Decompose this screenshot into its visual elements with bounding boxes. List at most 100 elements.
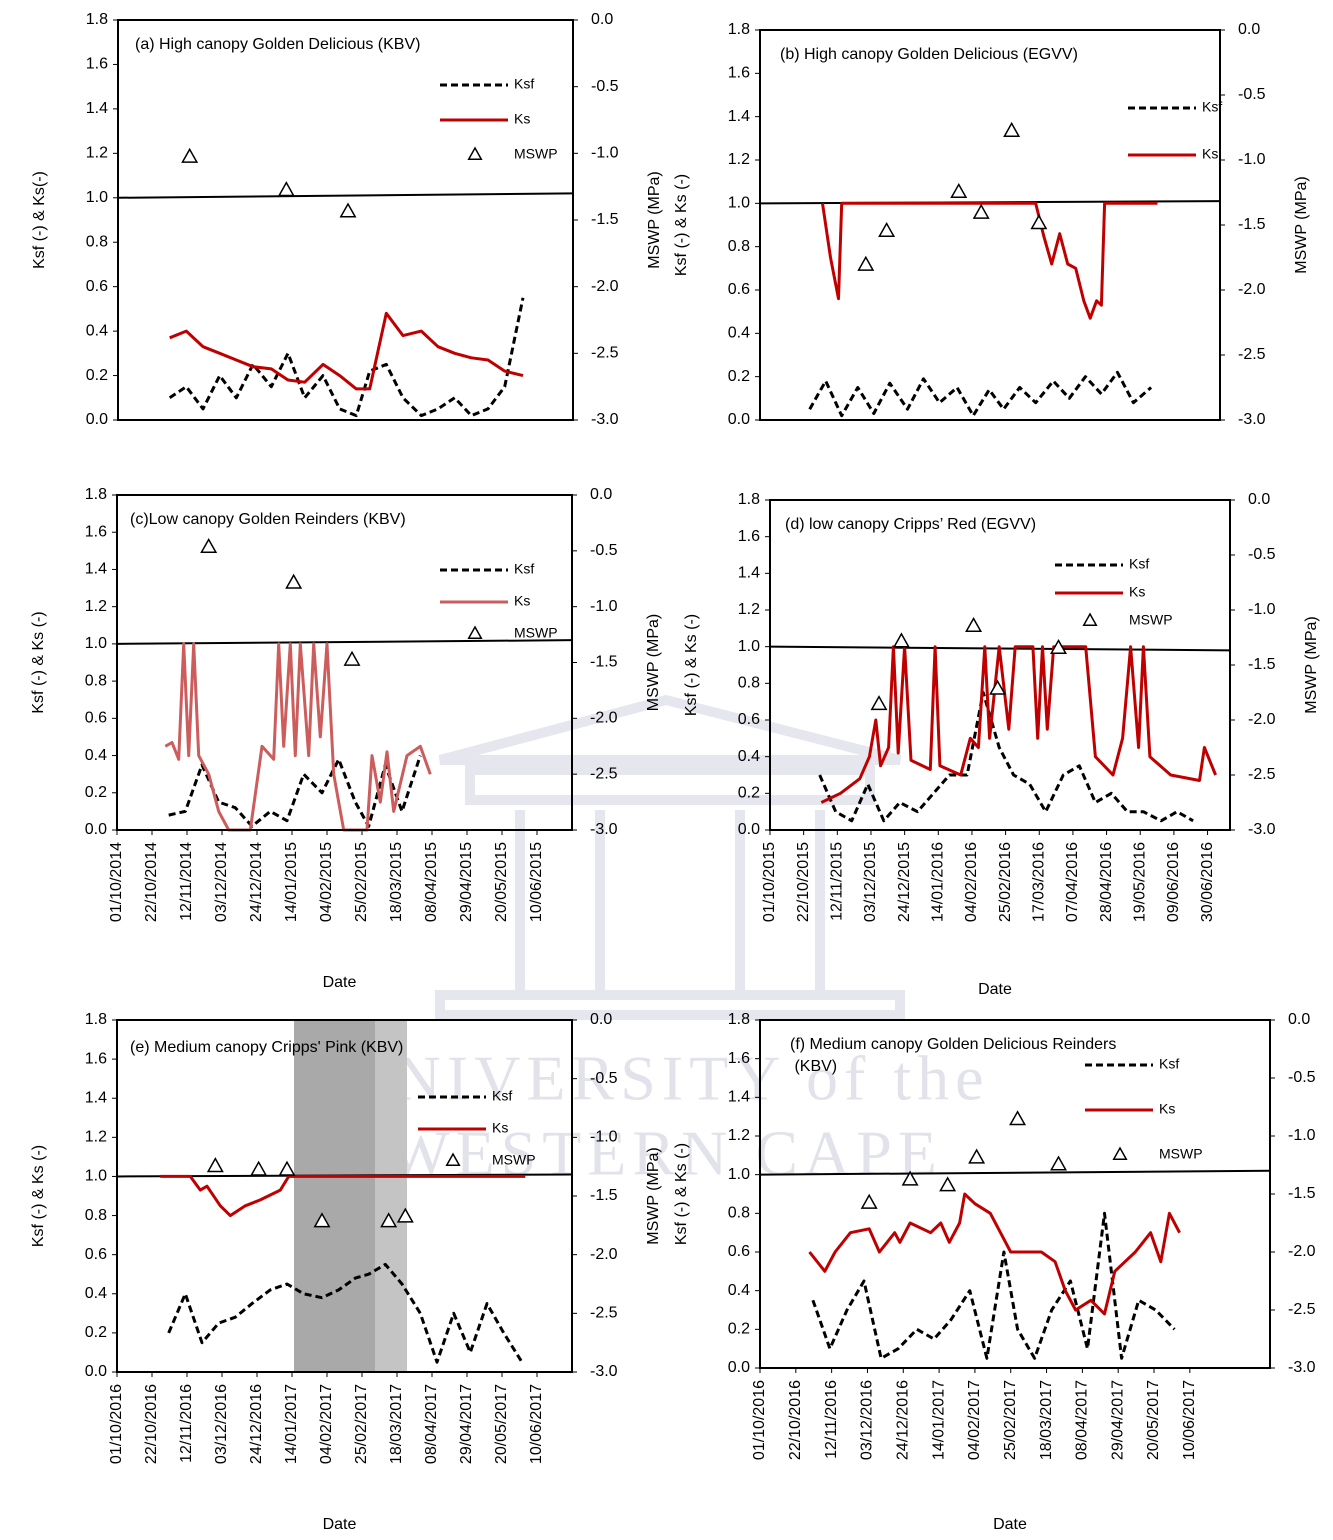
- legend-label: Ksf: [492, 1088, 512, 1104]
- y2-tick-label: 0.0: [590, 1011, 612, 1028]
- y2-tick-label: -2.0: [1248, 711, 1276, 728]
- panel-title: (d) low canopy Cripps’ Red (EGVV): [785, 516, 1036, 533]
- y-tick-label: 1.4: [738, 565, 760, 582]
- x-tick-label: 14/01/2015: [283, 842, 300, 922]
- mswp-marker: [200, 537, 218, 554]
- mswp-marker: [939, 1176, 957, 1192]
- x-tick-label: 01/10/2014: [108, 842, 125, 922]
- x-tick-label: 22/10/2016: [143, 1384, 160, 1464]
- y-tick-label: 1.2: [728, 151, 750, 168]
- x-tick-label: 07/04/2016: [1064, 842, 1081, 922]
- shaded-period: [375, 1020, 407, 1372]
- x-tick-label: 20/05/2017: [493, 1384, 510, 1464]
- x-tick-label: 10/06/2015: [528, 842, 545, 922]
- y-tick-label: 0.4: [85, 747, 107, 764]
- mswp-marker: [857, 255, 875, 271]
- x-tick-label: 03/12/2014: [213, 842, 230, 922]
- y-tick-label: 1.8: [728, 21, 750, 38]
- x-tick-label: 14/01/2016: [930, 842, 947, 922]
- y2-tick-label: -1.0: [591, 145, 619, 162]
- x-tick-label: 03/12/2016: [213, 1384, 230, 1464]
- x-tick-label: 14/01/2017: [930, 1380, 947, 1460]
- panel-title: (b) High canopy Golden Delicious (EGVV): [780, 46, 1078, 63]
- y-tick-label: 1.2: [738, 601, 760, 618]
- x-tick-label: 01/10/2015: [761, 842, 778, 922]
- x-tick-label: 20/05/2017: [1145, 1380, 1162, 1460]
- y-tick-label: 0.4: [728, 1282, 750, 1299]
- x-axis-title: Date: [323, 974, 357, 991]
- x-tick-label: 17/03/2016: [1030, 842, 1047, 922]
- y2-tick-label: -0.5: [591, 78, 619, 95]
- watermark-building: [435, 694, 905, 1020]
- y-tick-label: 1.4: [86, 100, 108, 117]
- y2-tick-label: -1.5: [590, 654, 618, 671]
- legend-marker: [1082, 612, 1098, 626]
- y-tick-label: 1.2: [86, 145, 108, 162]
- mswp-marker: [1050, 1155, 1067, 1171]
- y-axis-title: Ksf (-) & Ks (-): [673, 1143, 690, 1245]
- mswp-marker: [968, 1148, 986, 1164]
- legend-marker: [467, 625, 483, 639]
- mswp-marker: [965, 616, 983, 633]
- mswp-marker: [285, 573, 303, 589]
- y2-tick-label: -2.0: [590, 1246, 618, 1263]
- y-tick-label: 1.0: [85, 635, 107, 652]
- mswp-marker: [901, 1170, 919, 1186]
- y2-tick-label: -3.0: [590, 821, 618, 838]
- y-tick-label: 1.2: [728, 1127, 750, 1144]
- y-tick-label: 0.6: [738, 711, 760, 728]
- plot-frame: [769, 499, 1231, 831]
- x-axis-title: Date: [323, 1516, 357, 1533]
- series-line: [167, 1262, 524, 1364]
- y2-tick-label: -2.0: [590, 710, 618, 727]
- y2-tick-label: 0.0: [590, 486, 612, 503]
- mswp-marker: [1003, 121, 1021, 137]
- mswp-marker: [1009, 1110, 1027, 1126]
- y2-tick-label: -3.0: [1248, 821, 1276, 838]
- y2-tick-label: -0.5: [1248, 546, 1276, 563]
- y-tick-label: 0.6: [85, 710, 107, 727]
- x-tick-label: 10/06/2017: [1181, 1380, 1198, 1460]
- plot-frame: [117, 19, 574, 421]
- x-tick-label: 24/12/2016: [894, 1380, 911, 1460]
- x-tick-label: 24/12/2016: [248, 1384, 265, 1464]
- x-tick-label: 10/06/2017: [528, 1384, 545, 1464]
- shaded-period: [294, 1020, 375, 1372]
- y2-tick-label: -2.5: [1288, 1301, 1316, 1318]
- y-tick-label: 0.0: [85, 1363, 107, 1380]
- x-tick-label: 25/02/2016: [997, 842, 1014, 922]
- y-tick-label: 1.4: [728, 108, 750, 125]
- x-tick-label: 04/02/2015: [318, 842, 335, 922]
- y2-tick-label: -0.5: [590, 1070, 618, 1087]
- x-tick-label: 04/02/2017: [966, 1380, 983, 1460]
- x-tick-label: 01/10/2016: [751, 1380, 768, 1460]
- y-tick-label: 0.4: [728, 325, 750, 342]
- y-tick-label: 1.6: [728, 1050, 750, 1067]
- reference-line: [117, 192, 574, 199]
- x-tick-label: 25/02/2017: [1002, 1380, 1019, 1460]
- x-tick-label: 09/06/2016: [1165, 842, 1182, 922]
- x-tick-label: 18/03/2017: [1038, 1380, 1055, 1460]
- x-tick-label: 24/12/2015: [896, 842, 913, 922]
- y-tick-label: 0.2: [86, 367, 108, 384]
- x-tick-label: 29/04/2017: [1109, 1380, 1126, 1460]
- legend-label: Ks: [492, 1120, 508, 1136]
- legend-marker: [445, 1152, 461, 1166]
- y-tick-label: 1.6: [85, 523, 107, 540]
- x-tick-label: 28/04/2016: [1098, 842, 1115, 922]
- series-line: [818, 691, 1194, 823]
- y-tick-label: 0.2: [85, 784, 107, 801]
- y-tick-label: 0.8: [728, 238, 750, 255]
- x-tick-label: 22/10/2016: [787, 1380, 804, 1460]
- legend-label: Ks: [1129, 584, 1145, 600]
- y2-axis-title: MSWP (MPa): [1293, 176, 1310, 273]
- y-tick-label: 0.0: [728, 1359, 750, 1376]
- y-tick-label: 1.4: [728, 1089, 750, 1106]
- legend-label: Ksf: [514, 561, 534, 577]
- x-axis-title: Date: [978, 981, 1012, 998]
- legend-label: MSWP: [1129, 612, 1173, 628]
- x-tick-label: 01/10/2016: [108, 1384, 125, 1464]
- mswp-marker: [1050, 638, 1067, 655]
- x-tick-label: 29/04/2017: [458, 1384, 475, 1464]
- series-line: [160, 1174, 526, 1218]
